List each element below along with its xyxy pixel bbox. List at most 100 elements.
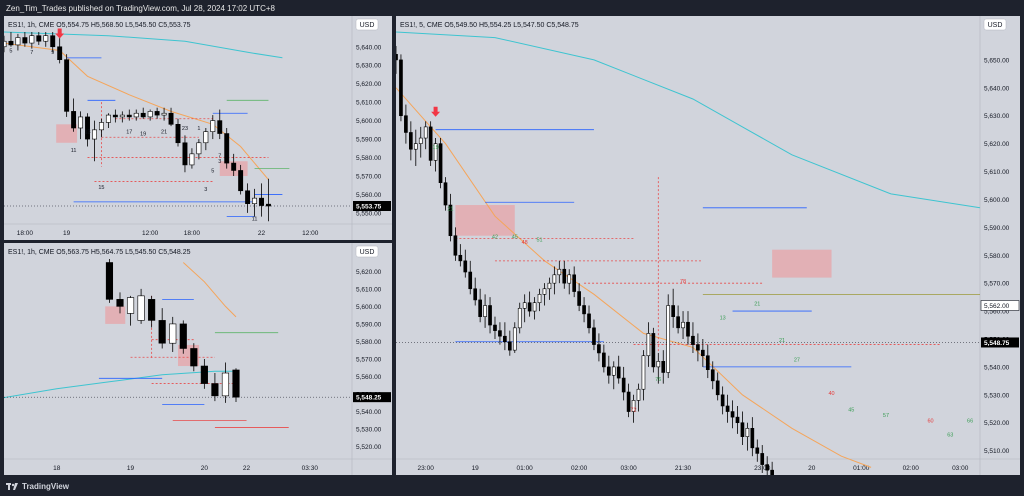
y-tick-label: 5,540.00	[984, 364, 1010, 371]
tradingview-logo-icon	[6, 483, 18, 490]
y-tick-label: 5,580.00	[356, 155, 382, 162]
candle-body	[266, 203, 271, 207]
candle-body	[137, 295, 145, 321]
candle-body	[745, 428, 750, 437]
currency-label: USD	[360, 249, 375, 256]
candle-body	[661, 361, 666, 373]
candle-body	[671, 305, 675, 317]
y-tick-label: 5,590.00	[356, 321, 382, 328]
candle-body	[98, 122, 104, 131]
candle-body	[196, 142, 202, 155]
candle-body	[532, 302, 537, 312]
bar-count-label: 19	[140, 131, 146, 137]
y-tick-label: 5,630.00	[984, 113, 1010, 120]
candle-body	[8, 40, 14, 46]
currency-badge	[355, 245, 379, 258]
candle-body	[770, 469, 774, 475]
y-tick-label: 5,560.00	[356, 192, 382, 199]
bar-count-label: 5	[211, 168, 214, 174]
candle-body	[542, 288, 547, 295]
candle-body	[730, 411, 735, 418]
candle-body	[428, 126, 433, 161]
ema-fast-line	[396, 87, 872, 468]
candle-body	[15, 37, 21, 46]
x-tick-label: 01:00	[517, 465, 534, 472]
bar-count-label: 21	[779, 338, 785, 344]
bar-count-label: 57	[883, 413, 889, 419]
candle-body	[29, 35, 35, 44]
y-tick-label: 5,570.00	[356, 357, 382, 364]
y-tick-label: 5,630.00	[356, 63, 382, 70]
chart-svg-c[interactable]: ES1!, 5, CME O5,549.50 H5,554.25 L5,547.…	[396, 16, 1020, 475]
chart-panel-es-1h-top[interactable]: ES1!, 1h, CME O5,554.75 H5,568.50 L5,545…	[4, 16, 392, 240]
candle-body	[231, 162, 237, 171]
candle-body	[626, 391, 631, 412]
bar-count-label: 13	[720, 315, 726, 321]
candle-body	[463, 260, 468, 273]
candle-body	[245, 190, 251, 204]
bar-count-label: 15	[98, 185, 104, 191]
y-tick-label: 5,580.00	[984, 253, 1010, 260]
candle-body	[621, 377, 626, 393]
candle-body	[468, 271, 473, 290]
candle-body	[606, 366, 611, 376]
candle-body	[493, 324, 497, 331]
candle-body	[175, 124, 181, 144]
price-tag-secondary-text: 5,562.00	[984, 303, 1010, 310]
bar-count-label: 3	[218, 159, 221, 165]
candle-body	[686, 321, 690, 337]
candle-body	[735, 416, 740, 424]
candle-body	[488, 305, 492, 326]
candle-body	[715, 380, 720, 396]
candle-body	[413, 143, 418, 150]
y-tick-label: 5,520.00	[984, 420, 1010, 427]
highlight-zone	[455, 205, 515, 236]
candle-body	[259, 197, 264, 206]
candle-body	[221, 372, 230, 397]
chart-panel-es-1h-bottom[interactable]: ES1!, 1h, CME O5,563.75 H5,564.75 L5,545…	[4, 243, 392, 475]
candle-body	[616, 366, 621, 379]
candle-body	[557, 268, 562, 276]
candle-body	[498, 330, 502, 337]
x-tick-label: 18:00	[184, 230, 201, 237]
chart-svg-b[interactable]: ES1!, 1h, CME O5,563.75 H5,564.75 L5,545…	[4, 243, 392, 475]
candle-body	[582, 305, 586, 315]
candle-body	[740, 422, 745, 437]
last-price-tag-text: 5,548.75	[984, 340, 1010, 347]
candle-body	[705, 355, 710, 370]
candle-body	[537, 294, 542, 304]
bar-count-label: 17	[126, 130, 132, 136]
candle-body	[158, 320, 166, 344]
candle-body	[147, 111, 153, 118]
candle-body	[409, 132, 413, 150]
tradingview-footer: TradingView	[6, 480, 69, 494]
x-tick-label: 20	[808, 465, 816, 472]
chart-panel-es-5m[interactable]: ES1!, 5, CME O5,549.50 H5,554.25 L5,547.…	[396, 16, 1020, 475]
candle-body	[154, 111, 160, 116]
x-tick-label: 12:00	[302, 230, 319, 237]
candle-body	[696, 344, 700, 351]
down-arrow-icon	[55, 28, 65, 39]
chart-svg-a[interactable]: ES1!, 1h, CME O5,554.75 H5,568.50 L5,545…	[4, 16, 392, 240]
candle-body	[681, 321, 685, 329]
candle-body	[602, 352, 606, 368]
bar-count-label: 19	[433, 145, 439, 151]
y-tick-label: 5,560.00	[984, 309, 1010, 316]
candle-body	[453, 235, 458, 256]
x-tick-label: 02:00	[571, 465, 588, 472]
candle-body	[587, 313, 591, 329]
candle-body	[765, 464, 770, 471]
candle-body	[641, 355, 646, 390]
y-tick-label: 5,560.00	[356, 374, 382, 381]
candle-body	[458, 254, 463, 262]
candle-body	[404, 115, 408, 133]
y-tick-label: 5,530.00	[356, 427, 382, 434]
candle-body	[116, 299, 124, 307]
bar-count-label: 11	[252, 216, 258, 222]
y-tick-label: 5,570.00	[984, 281, 1010, 288]
candle-body	[646, 333, 651, 357]
bar-count-label: 45	[512, 235, 518, 241]
bar-count-label: 23	[182, 126, 188, 132]
x-tick-label: 18	[53, 465, 61, 472]
candle-body	[92, 129, 97, 140]
